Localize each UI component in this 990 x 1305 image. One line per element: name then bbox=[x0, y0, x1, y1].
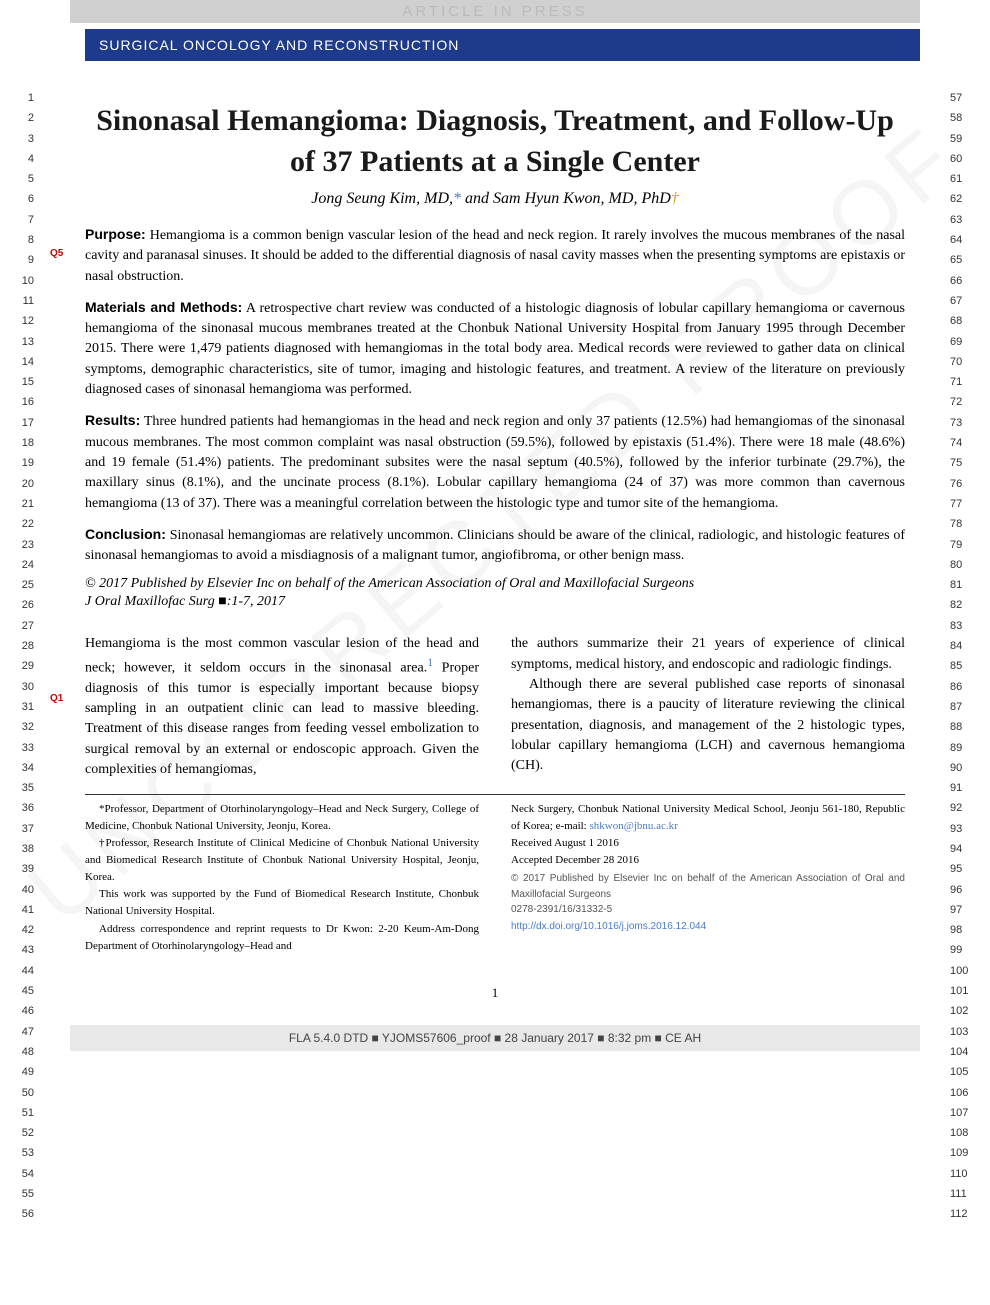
footer-bar: FLA 5.4.0 DTD ■ YJOMS57606_proof ■ 28 Ja… bbox=[70, 1025, 920, 1051]
footnote-affiliation-1: *Professor, Department of Otorhinolaryng… bbox=[85, 801, 479, 835]
article-title: Sinonasal Hemangioma: Diagnosis, Treatme… bbox=[85, 101, 905, 182]
body-column-left: Hemangioma is the most common vascular l… bbox=[85, 634, 479, 780]
footnotes: *Professor, Department of Otorhinolaryng… bbox=[85, 794, 905, 954]
body-column-right: the authors summarize their 21 years of … bbox=[511, 634, 905, 780]
abstract-methods: Materials and Methods: A retrospective c… bbox=[85, 297, 905, 400]
purpose-text: Hemangioma is a common benign vascular l… bbox=[85, 228, 905, 284]
conclusion-text: Sinonasal hemangiomas are relatively unc… bbox=[85, 528, 905, 563]
methods-label: Materials and Methods: bbox=[85, 299, 242, 315]
body-col1-p1-post: Proper diagnosis of this tumor is especi… bbox=[85, 660, 479, 776]
authors-and: and bbox=[461, 190, 493, 207]
footnote-address-cont: Neck Surgery, Chonbuk National Universit… bbox=[511, 803, 905, 832]
results-text: Three hundred patients had hemangiomas i… bbox=[85, 414, 905, 510]
abstract-conclusion: Conclusion: Sinonasal hemangiomas are re… bbox=[85, 524, 905, 567]
doi-link[interactable]: http://dx.doi.org/10.1016/j.joms.2016.12… bbox=[511, 921, 706, 932]
body-col1-p1-pre: Hemangioma is the most common vascular l… bbox=[85, 636, 479, 675]
query-marker-q5: Q5 bbox=[50, 248, 63, 259]
page-number: 1 bbox=[85, 985, 905, 1001]
abstract-purpose: Purpose: Hemangioma is a common benign v… bbox=[85, 224, 905, 287]
query-marker-q1: Q1 bbox=[50, 693, 63, 704]
author-2-marker[interactable]: † bbox=[671, 190, 679, 207]
line-numbers-left: 1 2 3 4 5 6 7 8 9 10 11 12 13 14 15 16 1… bbox=[14, 88, 34, 1225]
article-in-press-banner: ARTICLE IN PRESS bbox=[70, 0, 920, 23]
footnote-funding: This work was supported by the Fund of B… bbox=[85, 886, 479, 920]
methods-text: A retrospective chart review was conduct… bbox=[85, 301, 905, 397]
author-1-name: Jong Seung Kim, MD, bbox=[311, 190, 453, 207]
footnote-copyright: © 2017 Published by Elsevier Inc on beha… bbox=[511, 871, 905, 902]
footnote-column-left: *Professor, Department of Otorhinolaryng… bbox=[85, 801, 479, 954]
main-content: Sinonasal Hemangioma: Diagnosis, Treatme… bbox=[85, 61, 905, 1001]
author-2-name: Sam Hyun Kwon, MD, PhD bbox=[493, 190, 671, 207]
abstract-copyright: © 2017 Published by Elsevier Inc on beha… bbox=[85, 576, 905, 592]
body-col2-p1: the authors summarize their 21 years of … bbox=[511, 634, 905, 675]
footnote-issn: 0278-2391/16/31332-5 bbox=[511, 902, 905, 918]
authors-line: Jong Seung Kim, MD,* and Sam Hyun Kwon, … bbox=[85, 190, 905, 208]
correspondence-email-link[interactable]: shkwon@jbnu.ac.kr bbox=[590, 820, 678, 832]
abstract-citation: J Oral Maxillofac Surg ■:1-7, 2017 bbox=[85, 594, 905, 610]
body-col2-p2: Although there are several published cas… bbox=[511, 675, 905, 776]
footnote-affiliation-2: †Professor, Research Institute of Clinic… bbox=[85, 835, 479, 886]
body-columns: Hemangioma is the most common vascular l… bbox=[85, 634, 905, 780]
abstract-results: Results: Three hundred patients had hema… bbox=[85, 410, 905, 513]
footnote-accepted: Accepted December 28 2016 bbox=[511, 852, 905, 869]
footnote-correspondence: Address correspondence and reprint reque… bbox=[85, 921, 479, 955]
results-label: Results: bbox=[85, 412, 140, 428]
author-1-marker[interactable]: * bbox=[453, 190, 461, 207]
footnote-column-right: Neck Surgery, Chonbuk National Universit… bbox=[511, 801, 905, 954]
purpose-label: Purpose: bbox=[85, 226, 146, 242]
conclusion-label: Conclusion: bbox=[85, 526, 166, 542]
line-numbers-right: 57 58 59 60 61 62 63 64 65 66 67 68 69 7… bbox=[950, 88, 976, 1225]
footnote-received: Received August 1 2016 bbox=[511, 835, 905, 852]
section-banner: SURGICAL ONCOLOGY AND RECONSTRUCTION bbox=[85, 29, 920, 61]
